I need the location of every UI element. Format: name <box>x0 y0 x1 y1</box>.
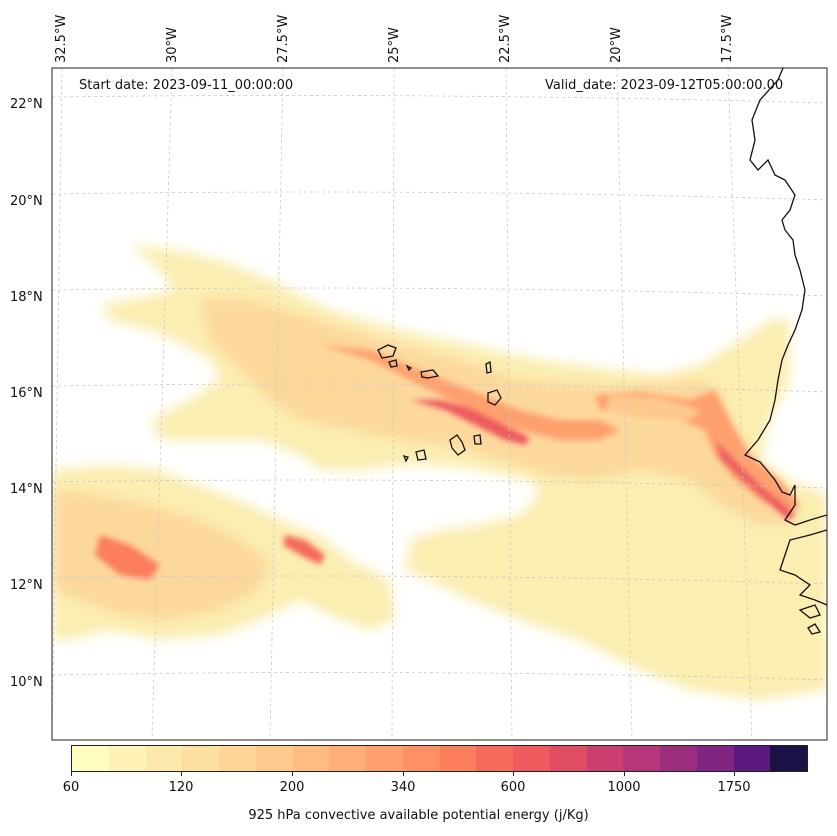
cape-verde-islands <box>377 344 502 463</box>
lon-label: 32.5°W <box>54 14 69 63</box>
lat-label: 18°N <box>10 290 43 305</box>
colorbar-swatch <box>586 746 624 771</box>
colorbar-swatch <box>660 746 697 771</box>
colorbar-tick-label: 600 <box>500 780 526 795</box>
lat-label: 10°N <box>10 675 43 690</box>
colorbar-tick-label: 1750 <box>717 780 751 795</box>
colorbar-tick-label: 60 <box>62 780 80 795</box>
colorbar-swatch <box>72 746 109 771</box>
colorbar-swatch <box>476 746 513 771</box>
colorbar-swatch <box>292 746 330 771</box>
lon-label: 30°W <box>165 27 180 63</box>
cape-level-high-south2 <box>283 535 325 565</box>
africa-coastline <box>743 68 827 526</box>
colorbar-swatch <box>108 746 146 771</box>
lon-label: 22.5°W <box>498 14 513 63</box>
colorbar-swatch <box>513 746 550 771</box>
colorbar-swatch <box>439 746 477 771</box>
lon-label: 17.5°W <box>720 14 735 63</box>
colorbar-swatch <box>219 746 256 771</box>
cape-level-high-south <box>95 535 160 580</box>
colorbar-swatch <box>366 746 403 771</box>
colorbar-swatch <box>696 746 734 771</box>
valid-date-annotation: Valid_date: 2023-09-12T05:00:00.00 <box>545 78 784 93</box>
cape-level-mid-south <box>52 490 270 620</box>
lon-label: 25°W <box>387 27 402 63</box>
cape-level-high-core2 <box>715 440 795 520</box>
cape-level-high-core <box>410 400 530 445</box>
colorbar-tick-label: 340 <box>390 780 416 795</box>
cape-level-high <box>320 345 620 440</box>
colorbar-tick-label: 1000 <box>607 780 641 795</box>
africa-coastline-south <box>779 529 827 635</box>
colorbar <box>71 745 808 772</box>
start-date-annotation: Start date: 2023-09-11_00:00:00 <box>79 78 294 93</box>
lat-label: 16°N <box>10 386 43 401</box>
colorbar-swatch <box>329 746 366 771</box>
lat-label: 14°N <box>10 482 43 497</box>
colorbar-swatch <box>733 746 771 771</box>
colorbar-swatch <box>402 746 440 771</box>
colorbar-swatch <box>623 746 660 771</box>
lon-label: 27.5°W <box>276 14 291 63</box>
graticule <box>52 68 827 740</box>
colorbar-swatch <box>770 746 807 771</box>
lat-label: 22°N <box>10 97 43 112</box>
cape-level-mid-band2 <box>605 395 700 420</box>
map-frame <box>51 67 828 741</box>
lon-label: 20°W <box>609 27 624 63</box>
colorbar-label: 925 hPa convective available potential e… <box>248 808 589 823</box>
colorbar-swatch <box>182 746 219 771</box>
colorbar-tick-label: 120 <box>168 780 194 795</box>
colorbar-swatch <box>255 746 293 771</box>
colorbar-swatch <box>549 746 587 771</box>
colorbar-swatch <box>145 746 183 771</box>
lat-label: 20°N <box>10 194 43 209</box>
lat-label: 12°N <box>10 578 43 593</box>
colorbar-tick-label: 200 <box>279 780 305 795</box>
